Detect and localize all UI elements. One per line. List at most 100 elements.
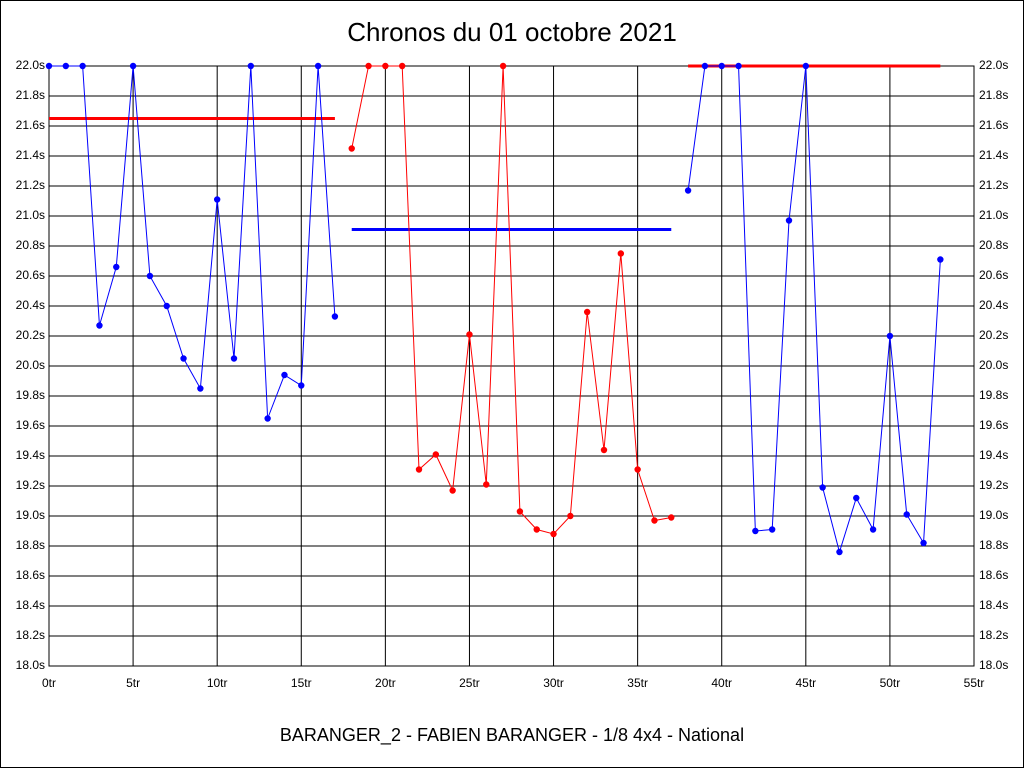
point bbox=[567, 512, 574, 520]
y2-tick-label: 22.0s bbox=[979, 58, 1008, 72]
point bbox=[62, 62, 70, 70]
y2-tick-label: 19.6s bbox=[979, 418, 1008, 432]
point bbox=[516, 508, 524, 515]
point bbox=[735, 62, 742, 70]
y-tick-label: 20.6s bbox=[16, 268, 45, 282]
y2-tick-label: 20.2s bbox=[979, 328, 1008, 342]
point bbox=[247, 62, 255, 70]
point bbox=[550, 530, 557, 538]
x-tick-label: 20tr bbox=[375, 676, 396, 690]
y-tick-label: 22.0s bbox=[16, 58, 45, 72]
point bbox=[718, 62, 725, 70]
point bbox=[937, 256, 944, 263]
x-tick-label: 10tr bbox=[207, 676, 228, 690]
point bbox=[197, 385, 204, 392]
y-tick-label: 20.2s bbox=[16, 328, 45, 342]
y-tick-label: 19.6s bbox=[16, 418, 45, 432]
y-tick-label: 18.2s bbox=[16, 628, 45, 642]
y-tick-label: 21.8s bbox=[16, 88, 45, 102]
point bbox=[617, 250, 625, 257]
point bbox=[180, 355, 187, 362]
point bbox=[634, 466, 641, 473]
point bbox=[365, 62, 372, 70]
y2-tick-label: 18.2s bbox=[979, 628, 1008, 642]
point bbox=[314, 62, 322, 70]
x-tick-label: 15tr bbox=[291, 676, 312, 690]
y-tick-label: 21.2s bbox=[16, 178, 45, 192]
point bbox=[415, 466, 423, 473]
point bbox=[533, 526, 540, 533]
point bbox=[819, 484, 826, 491]
y-tick-label: 18.0s bbox=[16, 658, 45, 672]
x-tick-label: 45tr bbox=[795, 676, 816, 690]
point bbox=[853, 494, 860, 502]
point bbox=[382, 62, 389, 70]
chart-title: Chronos du 01 octobre 2021 bbox=[347, 17, 677, 47]
point bbox=[129, 62, 137, 70]
y-tick-label: 18.4s bbox=[16, 598, 45, 612]
point bbox=[213, 196, 221, 203]
y2-tick-label: 19.2s bbox=[979, 478, 1008, 492]
point bbox=[701, 62, 709, 70]
series-line bbox=[49, 65, 336, 419]
x-tick-label: 30tr bbox=[543, 676, 564, 690]
y2-tick-label: 21.6s bbox=[979, 118, 1008, 132]
point bbox=[466, 331, 473, 338]
y-tick-label: 19.8s bbox=[16, 388, 45, 402]
point bbox=[483, 481, 490, 488]
point bbox=[836, 548, 843, 556]
y2-tick-label: 21.0s bbox=[979, 208, 1008, 222]
point bbox=[668, 514, 675, 521]
point bbox=[348, 145, 355, 152]
y-tick-label: 19.4s bbox=[16, 448, 45, 462]
y2-tick-label: 19.8s bbox=[979, 388, 1008, 402]
point bbox=[785, 217, 793, 224]
footer: BARANGER_2 - FABIEN BARANGER - 1/8 4x4 -… bbox=[280, 725, 744, 746]
y2-tick-label: 20.8s bbox=[979, 238, 1008, 252]
y-tick-label: 20.4s bbox=[16, 298, 45, 312]
point bbox=[449, 487, 456, 494]
y-tick-label: 21.6s bbox=[16, 118, 45, 132]
point bbox=[432, 451, 440, 458]
point bbox=[45, 62, 53, 70]
point bbox=[298, 382, 305, 389]
point bbox=[583, 308, 591, 316]
y-tick-label: 18.6s bbox=[16, 568, 45, 582]
series-line bbox=[687, 65, 941, 554]
point bbox=[869, 526, 877, 533]
y2-tick-label: 21.2s bbox=[979, 178, 1008, 192]
point bbox=[146, 272, 154, 280]
x-tick-label: 35tr bbox=[627, 676, 648, 690]
y-tick-label: 20.0s bbox=[16, 358, 45, 372]
x-tick-label: 0tr bbox=[42, 676, 56, 690]
y-tick-label: 20.8s bbox=[16, 238, 45, 252]
y-tick-label: 21.4s bbox=[16, 148, 45, 162]
y2-tick-label: 18.6s bbox=[979, 568, 1008, 582]
point bbox=[113, 263, 120, 271]
point bbox=[752, 527, 759, 535]
point bbox=[684, 187, 692, 194]
x-tick-label: 50tr bbox=[880, 676, 901, 690]
series-line bbox=[351, 65, 672, 535]
y-tick-label: 19.0s bbox=[16, 508, 45, 522]
y-tick-label: 21.0s bbox=[16, 208, 45, 222]
y2-tick-label: 21.4s bbox=[979, 148, 1008, 162]
point bbox=[499, 62, 507, 70]
point bbox=[802, 62, 810, 70]
x-tick-label: 40tr bbox=[711, 676, 732, 690]
y-tick-label: 19.2s bbox=[16, 478, 45, 492]
point bbox=[651, 517, 658, 524]
point bbox=[281, 371, 288, 379]
y2-tick-label: 20.6s bbox=[979, 268, 1008, 282]
y2-tick-label: 20.0s bbox=[979, 358, 1008, 372]
point bbox=[920, 539, 927, 547]
y2-tick-label: 18.8s bbox=[979, 538, 1008, 552]
x-tick-label: 25tr bbox=[459, 676, 480, 690]
point bbox=[163, 302, 170, 310]
y2-tick-label: 19.4s bbox=[979, 448, 1008, 462]
point bbox=[398, 62, 406, 70]
x-tick-label: 5tr bbox=[126, 676, 140, 690]
point bbox=[768, 526, 776, 533]
y-tick-label: 18.8s bbox=[16, 538, 45, 552]
